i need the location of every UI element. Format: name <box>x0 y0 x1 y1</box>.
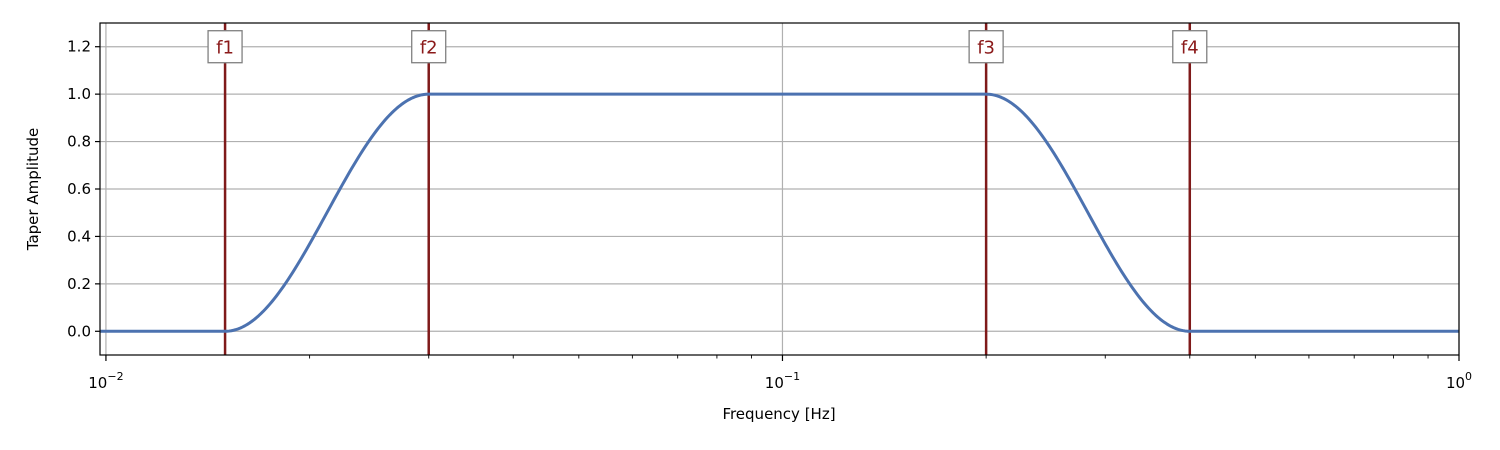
corner-label-box-f1 <box>207 30 243 64</box>
corner-label-f4: f4 <box>1181 38 1199 59</box>
corner-label-box-f2 <box>411 30 447 64</box>
y-tick-label: 0.4 <box>67 227 91 245</box>
y-tick-label: 1.2 <box>67 38 91 56</box>
corner-frequency-labels: f1 f2 f3 f4 <box>207 30 1208 64</box>
corner-label-f3: f3 <box>977 38 995 59</box>
y-tick-label: 0.2 <box>67 275 91 293</box>
corner-frequency-lines <box>223 23 1192 355</box>
y-tick-label: 0.8 <box>67 133 91 151</box>
corner-label-box-f4 <box>1172 30 1208 64</box>
x-tick-labels: 10−2 10−1 100 <box>88 370 1472 392</box>
x-tick-label: 100 <box>1446 370 1472 392</box>
x-axis-label: Frequency [Hz] <box>722 405 835 423</box>
y-tick-label: 0.6 <box>67 180 91 198</box>
taper-curve <box>100 92 1459 333</box>
ticks <box>95 46 1460 361</box>
y-tick-label: 1.0 <box>67 85 91 103</box>
corner-label-f1: f1 <box>216 38 234 59</box>
corner-label-box-f3 <box>968 30 1004 64</box>
x-tick-label: 10−2 <box>88 370 123 392</box>
corner-label-f2: f2 <box>420 38 438 59</box>
x-tick-label: 10−1 <box>765 370 800 392</box>
plot-frame <box>99 22 1460 356</box>
y-axis-label: Taper Amplitude <box>24 128 42 251</box>
y-tick-labels: 0.0 0.2 0.4 0.6 0.8 1.0 1.2 <box>67 38 91 341</box>
y-tick-label: 0.0 <box>67 322 91 340</box>
